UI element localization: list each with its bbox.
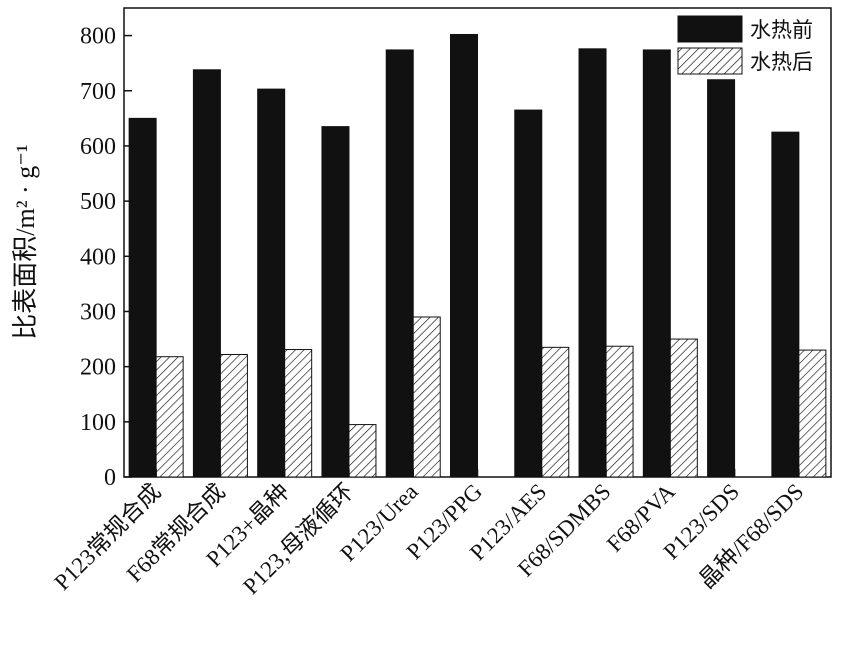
x-tick-label: P123,母液循环 — [238, 479, 358, 599]
bar-before — [771, 131, 800, 478]
bar-after — [541, 346, 570, 478]
bar-before — [385, 49, 414, 478]
y-tick-label: 700 — [80, 79, 116, 105]
legend-label-after: 水热后 — [750, 50, 813, 74]
y-axis: 0 100 200 300 400 500 600 700 800 — [80, 24, 132, 491]
y-tick-label: 500 — [80, 189, 116, 215]
y-tick-label: 100 — [80, 410, 116, 436]
y-tick-label: 600 — [80, 134, 116, 160]
bar-after — [605, 345, 634, 478]
bar-before — [257, 88, 286, 478]
y-tick-label: 200 — [80, 355, 116, 381]
legend-label-before: 水热前 — [750, 18, 813, 42]
bar-before — [128, 117, 157, 478]
bar-after — [412, 316, 441, 478]
legend-swatch-before — [677, 15, 743, 43]
bar-after — [348, 424, 377, 478]
bar-before — [578, 48, 607, 478]
bar-after — [155, 356, 184, 478]
bar-after — [798, 349, 827, 478]
x-axis: P123常规合成F68常规合成P123+晶种P123,母液循环P123/Urea… — [49, 469, 808, 599]
y-tick-label: 0 — [104, 465, 116, 491]
bar-before — [321, 126, 350, 478]
bars — [128, 33, 827, 478]
bar-after — [284, 349, 313, 478]
bar-before — [642, 49, 671, 478]
bar-after — [219, 354, 248, 478]
legend: 水热前 水热后 — [677, 15, 813, 75]
bar-after — [669, 338, 698, 478]
bar-before — [514, 109, 543, 478]
bar-before — [192, 69, 221, 478]
y-tick-label: 400 — [80, 244, 116, 270]
y-tick-label: 300 — [80, 299, 116, 325]
bar-before — [450, 33, 478, 478]
bar-before — [707, 79, 736, 478]
legend-swatch-after — [677, 47, 743, 75]
y-tick-label: 800 — [80, 24, 116, 50]
y-axis-label: 比表面积/m² · g⁻¹ — [11, 144, 40, 339]
